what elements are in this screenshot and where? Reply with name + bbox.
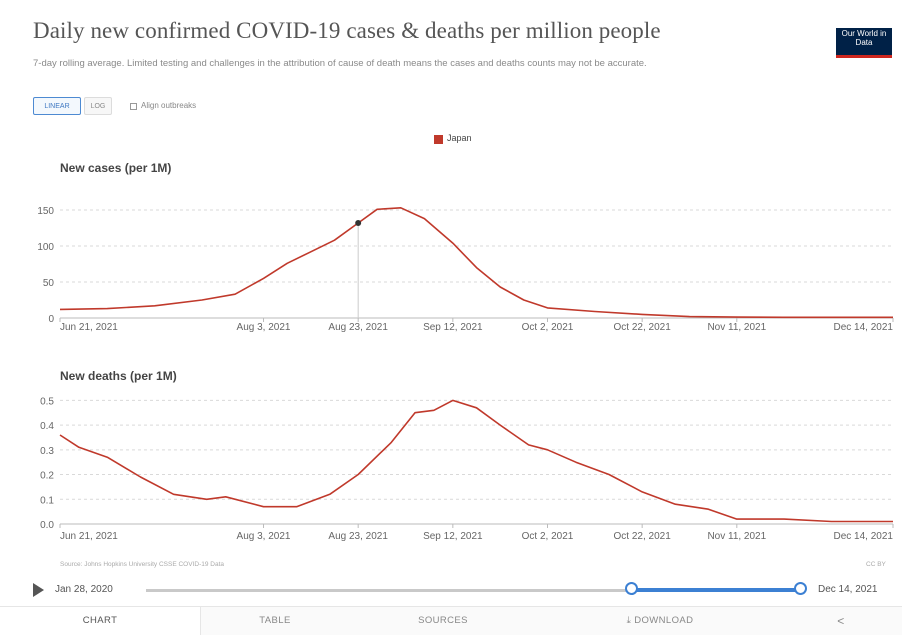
x-tick-label: Dec 14, 2021 [834,322,894,333]
y-tick-label: 50 [43,278,55,289]
x-tick-label: Nov 11, 2021 [707,531,766,542]
x-tick-label: Oct 2, 2021 [522,531,574,542]
hover-marker [355,220,361,226]
timeline-start-handle[interactable] [625,582,638,595]
series-line [60,208,893,317]
tab-download[interactable]: ⤓ DOWNLOAD [590,607,730,635]
x-tick-label: Dec 14, 2021 [834,531,894,542]
x-tick-label: Oct 22, 2021 [614,531,672,542]
x-tick-label: Aug 3, 2021 [237,322,291,333]
timeline-end-handle[interactable] [794,582,807,595]
x-tick-label: Oct 2, 2021 [522,322,574,333]
x-tick-label: Oct 22, 2021 [614,322,672,333]
y-tick-label: 0.4 [40,421,54,432]
y-tick-label: 0.2 [40,471,54,482]
y-tick-label: 0.0 [40,520,54,531]
panel-title: New cases (per 1M) [60,161,171,175]
panel-title: New deaths (per 1M) [60,369,177,383]
series-line [60,400,893,521]
x-tick-label: Jun 21, 2021 [60,322,118,333]
y-tick-label: 0 [48,314,54,325]
play-icon[interactable] [33,583,44,597]
y-tick-label: 0.5 [40,396,54,407]
source-note[interactable]: Source: Johns Hopkins University CSSE CO… [60,561,224,568]
y-tick-label: 150 [37,206,54,217]
y-tick-label: 100 [37,242,54,253]
tab-sources[interactable]: SOURCES [368,607,518,635]
x-tick-label: Aug 3, 2021 [237,531,291,542]
x-tick-label: Aug 23, 2021 [328,322,388,333]
y-tick-label: 0.1 [40,495,54,506]
license-note[interactable]: CC BY [866,561,886,568]
timeline-start-label: Jan 28, 2020 [55,584,113,595]
x-tick-label: Nov 11, 2021 [707,322,766,333]
x-tick-label: Jun 21, 2021 [60,531,118,542]
x-tick-label: Sep 12, 2021 [423,322,483,333]
tab-bar: CHART TABLE SOURCES ⤓ DOWNLOAD < [0,606,902,635]
tab-chart[interactable]: CHART [0,607,201,635]
timeline-end-label: Dec 14, 2021 [818,584,878,595]
timeline-selected-range[interactable] [632,588,800,592]
tab-table[interactable]: TABLE [200,607,350,635]
download-label: DOWNLOAD [634,615,693,626]
x-tick-label: Sep 12, 2021 [423,531,483,542]
share-icon[interactable]: < [826,607,856,635]
x-tick-label: Aug 23, 2021 [328,531,388,542]
y-tick-label: 0.3 [40,446,54,457]
